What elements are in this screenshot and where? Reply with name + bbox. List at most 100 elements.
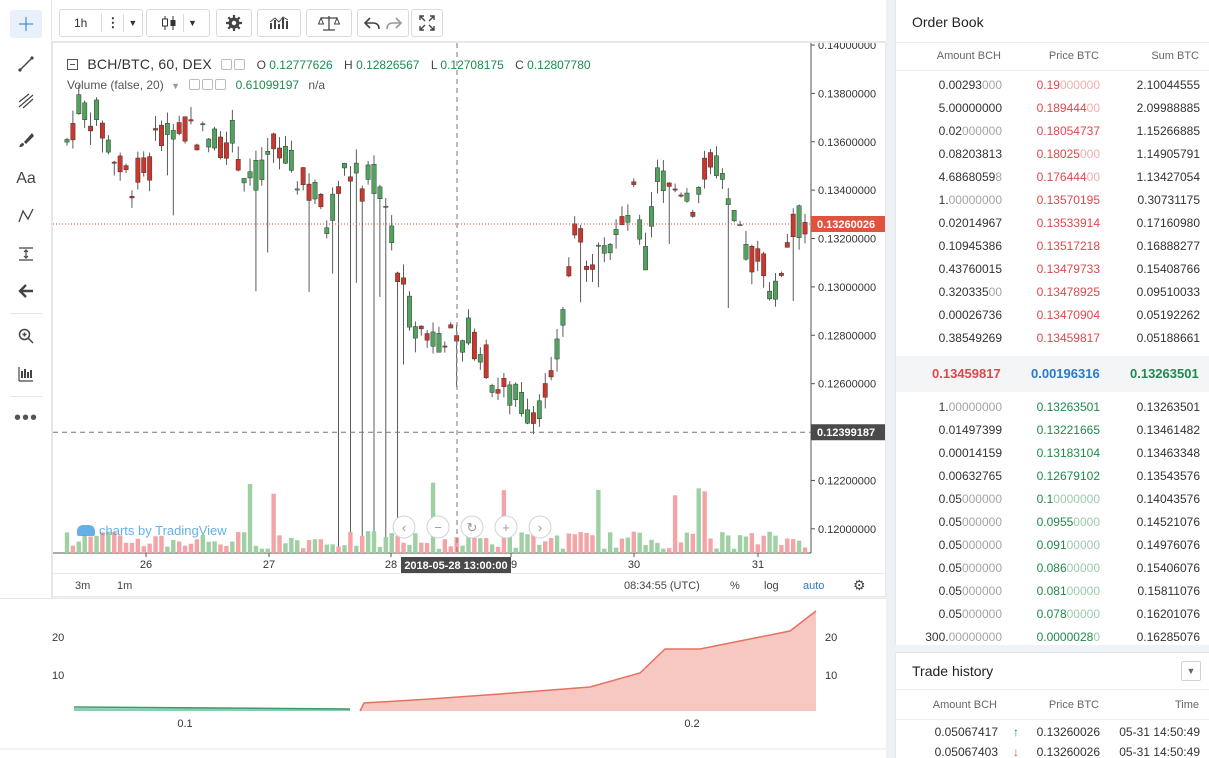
volume-bar [631, 531, 636, 553]
drawing-toolbar: Aa ••• [0, 0, 52, 600]
eye-icon[interactable] [189, 79, 201, 90]
bid-order-row[interactable]: 0.05000000 0.07800000 0.16201076 [896, 603, 1209, 626]
ask-order-row[interactable]: 0.38549269 0.13459817 0.05188661 [896, 327, 1209, 350]
brush-icon[interactable] [10, 126, 42, 154]
range-3m-button[interactable]: 3m [75, 580, 91, 592]
candle-body [719, 173, 725, 180]
chevron-down-icon[interactable]: ▼ [171, 81, 180, 91]
trade-row[interactable]: 0.05067417 ↑ 0.13260026 05-31 14:50:49 [896, 723, 1209, 743]
settings-small-icon[interactable] [234, 59, 246, 70]
panel-splitter[interactable] [886, 0, 895, 758]
close-icon[interactable] [215, 79, 227, 90]
ask-order-row[interactable]: 4.68680598 0.17644400 1.13427054 [896, 166, 1209, 189]
depth-chart-pane[interactable]: 20 20 10 10 0.1 0.2 [0, 598, 886, 758]
bid-order-row[interactable]: 0.05000000 0.10000000 0.14043576 [896, 488, 1209, 511]
candle-body [731, 210, 737, 222]
volume-bar [100, 532, 105, 553]
trade-row[interactable]: 0.05067403 ↓ 0.13260026 05-31 14:50:49 [896, 743, 1209, 758]
ask-order-row[interactable]: 0.02000000 0.18054737 1.15266885 [896, 120, 1209, 143]
collapse-icon[interactable] [67, 59, 78, 70]
ask-order-row[interactable]: 0.32033500 0.13478925 0.09510033 [896, 281, 1209, 304]
minus-icon[interactable] [426, 515, 450, 539]
ask-order-row[interactable]: 0.02014967 0.13533914 0.17160980 [896, 212, 1209, 235]
gear-icon[interactable]: ⚙ [853, 577, 866, 593]
range-1m-button[interactable]: 1m [117, 580, 133, 592]
bid-order-row[interactable]: 1.00000000 0.13263501 0.13263501 [896, 396, 1209, 419]
bid-order-row[interactable]: 0.00014159 0.13183104 0.13463348 [896, 442, 1209, 465]
compare-button[interactable] [306, 9, 352, 37]
ask-order-row[interactable]: 1.00000000 0.13570195 0.30731175 [896, 189, 1209, 212]
chart-type-button[interactable]: ▼ [146, 9, 210, 37]
candle-body [88, 125, 94, 132]
bid-order-row[interactable]: 0.05000000 0.09550000 0.14521076 [896, 511, 1209, 534]
candle-body [802, 222, 808, 235]
volume-bar [802, 547, 808, 553]
candle-body [218, 136, 223, 158]
settings-button[interactable] [216, 9, 252, 37]
chevron-down-icon[interactable]: ▼ [128, 18, 138, 28]
order-price: 0.18944400 [1036, 101, 1100, 115]
price-chart-pane[interactable]: 0.14000000 0.13800000 0.13600000 0.13400000… [52, 42, 887, 597]
order-sum: 0.15811076 [1137, 584, 1200, 598]
volume-na: n/a [308, 78, 326, 92]
settings-small-icon[interactable] [202, 79, 214, 90]
chevron-down-icon[interactable]: ▼ [1181, 661, 1201, 681]
candle-body [796, 205, 802, 238]
volume-bar [159, 535, 164, 553]
utc-time[interactable]: 08:34:55 (UTC) [624, 580, 700, 592]
undo-icon[interactable] [363, 15, 381, 31]
indicators-button[interactable] [257, 9, 301, 37]
candle-body [377, 186, 383, 199]
order-price: 0.09550000 [1036, 515, 1100, 529]
bid-order-row[interactable]: 0.01497399 0.13221665 0.13461482 [896, 419, 1209, 442]
candle-body [749, 246, 755, 273]
candle-body [525, 409, 530, 424]
text-icon[interactable]: Aa [16, 170, 36, 187]
redo-icon[interactable] [385, 15, 403, 31]
ask-order-row[interactable]: 0.08203813 0.18025000 1.14905791 [896, 143, 1209, 166]
volume-bar [442, 539, 448, 553]
bid-order-row[interactable]: 0.05000000 0.08100000 0.15811076 [896, 580, 1209, 603]
interval-selector[interactable]: 1h ⋮ ▼ [59, 9, 143, 37]
order-amount: 0.05000000 [938, 561, 1002, 575]
ask-order-row[interactable]: 5.00000000 0.18944400 2.09988885 [896, 97, 1209, 120]
bid-order-row[interactable]: 0.05000000 0.08600000 0.15406076 [896, 557, 1209, 580]
volume-bar [649, 539, 654, 553]
reset-icon[interactable] [460, 515, 484, 539]
arrow-left-icon[interactable] [10, 277, 42, 305]
candlestick-chart[interactable]: 0.14000000 0.13800000 0.13600000 0.13400000… [53, 43, 885, 573]
bar-replay-icon[interactable] [10, 360, 42, 388]
pattern-icon[interactable] [10, 202, 42, 230]
more-icon[interactable]: ••• [13, 406, 38, 429]
volume-bar [176, 541, 182, 553]
ask-order-row[interactable]: 0.10945386 0.13517218 0.16888277 [896, 235, 1209, 258]
chevron-right-icon[interactable] [528, 515, 552, 539]
chevron-left-icon[interactable] [392, 515, 416, 539]
open-value: 0.12777626 [269, 58, 333, 72]
tradingview-watermark[interactable]: charts by TradingView [77, 523, 227, 538]
trendline-icon[interactable] [10, 50, 42, 78]
measure-icon[interactable] [10, 240, 42, 268]
auto-toggle[interactable]: auto [803, 580, 825, 592]
ask-order-row[interactable]: 0.00026736 0.13470904 0.05192262 [896, 304, 1209, 327]
bid-order-row[interactable]: 300.00000000 0.00000280 0.16285076 [896, 626, 1209, 649]
candle-body [141, 157, 147, 173]
x-tick-label: 31 [752, 559, 764, 571]
menu-dots-icon[interactable]: ⋮ [106, 15, 120, 30]
percent-toggle[interactable]: % [730, 580, 740, 592]
bid-order-row[interactable]: 0.05000000 0.09100000 0.14976076 [896, 534, 1209, 557]
crosshair-icon[interactable] [10, 10, 42, 38]
volume-bar [554, 535, 560, 553]
eye-icon[interactable] [221, 59, 233, 70]
plus-icon[interactable] [494, 515, 518, 539]
chevron-down-icon[interactable]: ▼ [188, 18, 197, 28]
order-price: 0.09100000 [1036, 538, 1100, 552]
x-tick-label: 28 [385, 559, 397, 571]
log-toggle[interactable]: log [764, 580, 779, 592]
ask-order-row[interactable]: 0.43760015 0.13479733 0.15408766 [896, 258, 1209, 281]
bid-order-row[interactable]: 0.00632765 0.12679102 0.13543576 [896, 465, 1209, 488]
fib-icon[interactable] [10, 87, 42, 115]
ask-order-row[interactable]: 0.00293000 0.19000000 2.10044555 [896, 74, 1209, 97]
zoom-icon[interactable] [10, 322, 42, 350]
fullscreen-button[interactable] [411, 9, 443, 37]
